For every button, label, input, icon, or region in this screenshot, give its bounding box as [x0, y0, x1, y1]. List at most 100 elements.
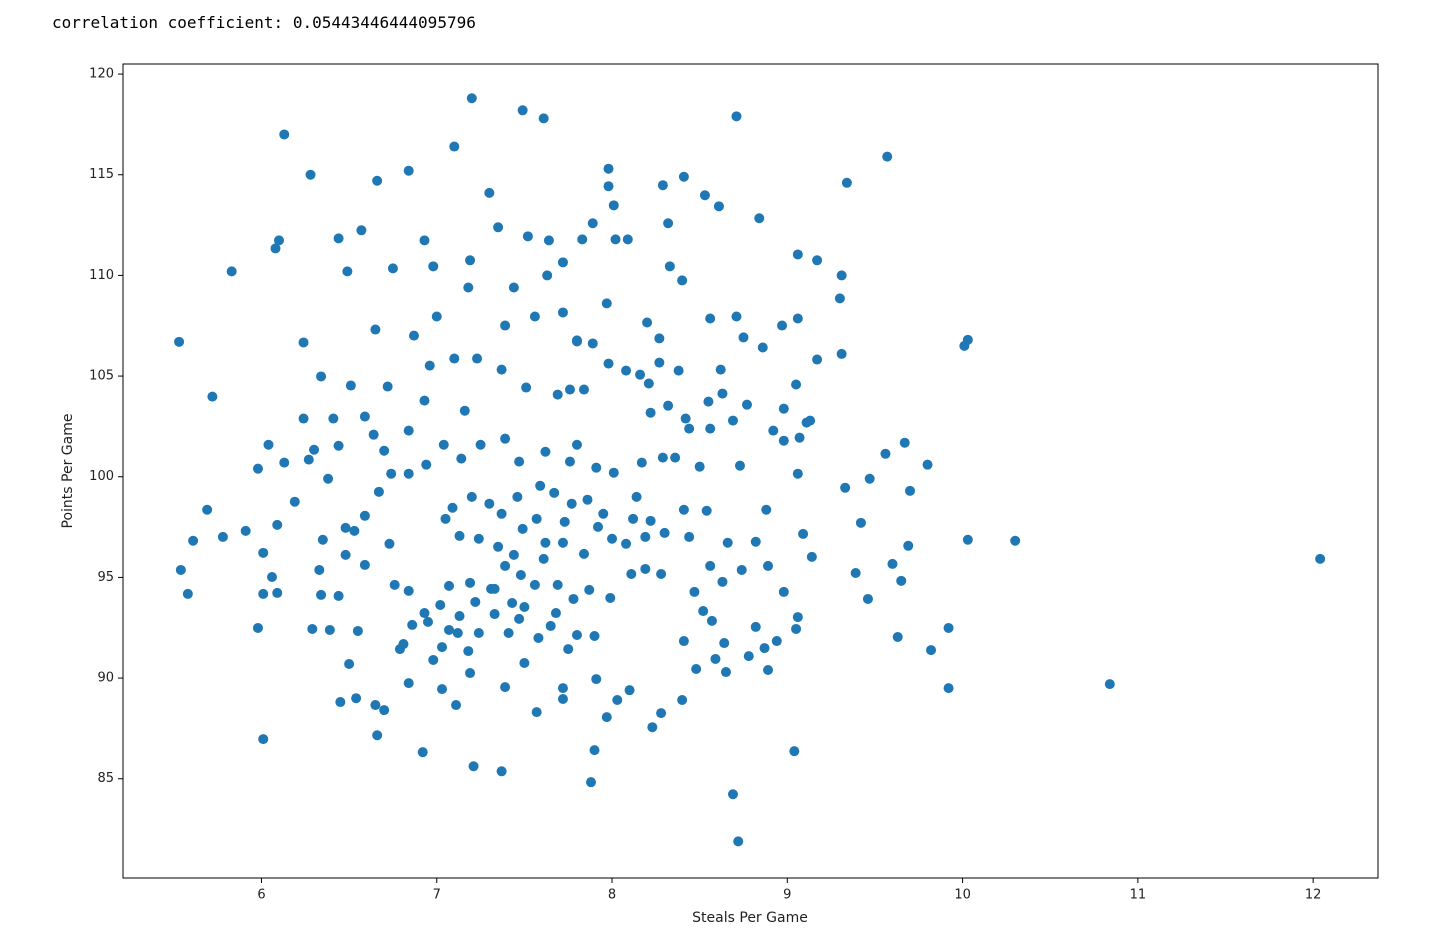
- point: [622, 234, 633, 245]
- point: [727, 789, 738, 800]
- point: [608, 467, 619, 478]
- point: [240, 525, 251, 536]
- point: [372, 175, 383, 186]
- point: [621, 538, 632, 549]
- point: [568, 593, 579, 604]
- point: [564, 384, 575, 395]
- point: [899, 437, 910, 448]
- point: [715, 364, 726, 375]
- point: [642, 317, 653, 328]
- point: [529, 579, 540, 590]
- point: [589, 630, 600, 641]
- point: [557, 694, 568, 705]
- point: [175, 564, 186, 575]
- point: [252, 463, 263, 474]
- point: [657, 452, 668, 463]
- point: [440, 513, 451, 524]
- x-tick-label: 7: [433, 888, 441, 903]
- point: [403, 468, 414, 479]
- point: [403, 585, 414, 596]
- point: [340, 549, 351, 560]
- point: [727, 415, 738, 426]
- point: [791, 623, 802, 634]
- point: [663, 400, 674, 411]
- point: [552, 579, 563, 590]
- point: [438, 439, 449, 450]
- point: [792, 249, 803, 260]
- point: [836, 270, 847, 281]
- point: [289, 496, 300, 507]
- point: [678, 636, 689, 647]
- point: [489, 609, 500, 620]
- point: [454, 530, 465, 541]
- point: [370, 700, 381, 711]
- point: [270, 243, 281, 254]
- point: [640, 531, 651, 542]
- point: [174, 336, 185, 347]
- point: [664, 261, 675, 272]
- point: [792, 313, 803, 324]
- point: [789, 746, 800, 757]
- point: [508, 282, 519, 293]
- point: [324, 624, 335, 635]
- point: [771, 636, 782, 647]
- point: [508, 549, 519, 560]
- point: [535, 480, 546, 491]
- point: [500, 560, 511, 571]
- point: [428, 261, 439, 272]
- point: [757, 342, 768, 353]
- point: [882, 151, 893, 162]
- point: [903, 540, 914, 551]
- point: [431, 311, 442, 322]
- point: [512, 491, 523, 502]
- console-output: correlation coefficient: 0.0544344644409…: [52, 13, 476, 32]
- point: [496, 766, 507, 777]
- point: [419, 395, 430, 406]
- point: [880, 448, 891, 459]
- point: [743, 651, 754, 662]
- point: [335, 697, 346, 708]
- point: [419, 235, 430, 246]
- point: [444, 624, 455, 635]
- point: [408, 330, 419, 341]
- point: [387, 263, 398, 274]
- point: [370, 324, 381, 335]
- point: [798, 528, 809, 539]
- point: [475, 439, 486, 450]
- point: [836, 348, 847, 359]
- point: [473, 533, 484, 544]
- point: [636, 457, 647, 468]
- point: [552, 389, 563, 400]
- point: [635, 369, 646, 380]
- point: [792, 612, 803, 623]
- point: [587, 218, 598, 229]
- point: [577, 234, 588, 245]
- point: [571, 629, 582, 640]
- point: [603, 358, 614, 369]
- point: [768, 425, 779, 436]
- point: [657, 180, 668, 191]
- point: [519, 657, 530, 668]
- point: [517, 105, 528, 116]
- point: [656, 568, 667, 579]
- point: [654, 333, 665, 344]
- point: [750, 536, 761, 547]
- point: [591, 462, 602, 473]
- point: [892, 632, 903, 643]
- point: [316, 589, 327, 600]
- plot-frame: [122, 63, 1379, 879]
- point: [855, 517, 866, 528]
- point: [424, 360, 435, 371]
- point: [713, 201, 724, 212]
- point: [352, 625, 363, 636]
- point: [258, 547, 269, 558]
- point: [864, 473, 875, 484]
- point: [943, 622, 954, 633]
- point: [603, 181, 614, 192]
- point: [1104, 679, 1115, 690]
- point: [631, 491, 642, 502]
- point: [472, 353, 483, 364]
- point: [720, 667, 731, 678]
- point: [640, 563, 651, 574]
